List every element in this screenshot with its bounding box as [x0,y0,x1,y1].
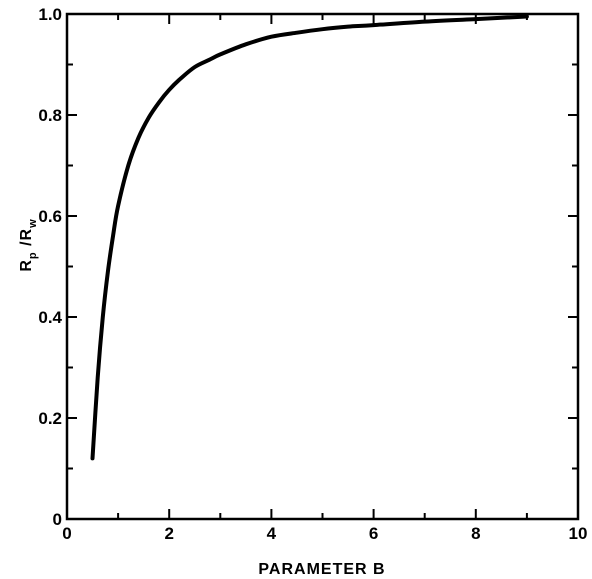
y-tick-label: 1.0 [38,5,62,24]
x-tick-label: 0 [62,524,71,543]
y-tick-labels: 0 0.2 0.4 0.6 0.8 1.0 [38,5,62,529]
y-tick-label: 0.8 [38,106,62,125]
x-tick-label: 8 [471,524,480,543]
x-axis-title: PARAMETER B [258,561,385,578]
series-line [90,14,529,461]
plot-frame [65,12,580,521]
x-tick-label: 4 [267,524,277,543]
y-tick-label: 0.2 [38,409,62,428]
x-tick-labels: 0 2 4 6 8 10 [62,524,587,543]
y-axis-title: Rp /Rw [18,218,39,271]
x-tick-label: 6 [369,524,378,543]
y-tick-label: 0.6 [38,207,62,226]
y-tick-label: 0.4 [38,308,62,327]
x-tick-label: 10 [569,524,588,543]
x-tick-label: 2 [164,524,173,543]
tick-marks [66,13,579,520]
y-tick-label: 0 [53,510,62,529]
